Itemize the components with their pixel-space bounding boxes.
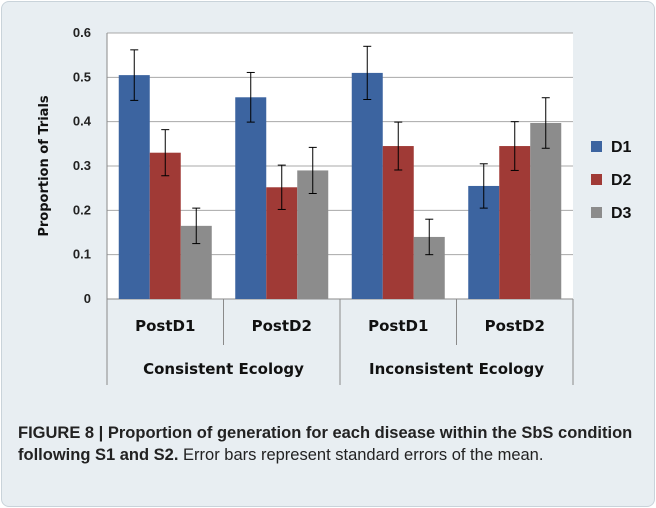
bar [499,146,531,299]
y-tick-label: 0 [84,291,91,306]
y-axis-ticks: 0 0.1 0.2 0.3 0.4 0.5 0.6 [73,25,92,306]
bar [351,72,383,300]
y-tick-label: 0.4 [73,114,92,129]
legend-swatch [591,207,602,218]
legend-swatch [591,174,602,185]
bar [530,122,562,299]
caption-text: Error bars represent standard errors of … [178,446,544,464]
y-axis-title: Proportion of Trials [37,95,52,237]
bar [382,146,414,299]
legend-label: D1 [611,139,632,156]
error-bars [130,45,550,256]
caption-title: FIGURE 8 | Proportion of generation for … [18,424,633,464]
y-tick-label: 0.2 [73,202,91,217]
legend-label: D3 [611,205,632,222]
y-tick-label: 0.1 [73,247,91,262]
bar-chart: 00.10.20.30.40.50.6 PostD1 PostD2 PostD1 Po… [37,25,632,385]
x-category-label: PostD2 [252,317,312,335]
bar [118,75,150,299]
y-tick-label: 0.6 [73,25,91,40]
bar [149,152,181,299]
y-tick-label: 0.5 [73,69,91,84]
x-group-label: Inconsistent Ecology [369,360,544,378]
y-tick-label: 0.3 [73,158,91,173]
figure-caption: FIGURE 8 | Proportion of generation for … [18,422,638,466]
bars [118,72,562,300]
bar [235,97,267,300]
legend: D1 D2 D3 [591,139,632,222]
x-group-label: Consistent Ecology [143,360,304,378]
x-category-label: PostD1 [368,317,428,335]
x-axis: PostD1 PostD2 PostD1 PostD2 Consistent Ecolo… [106,299,574,385]
x-category-label: PostD2 [485,317,545,335]
legend-label: D2 [611,172,632,189]
x-category-label: PostD1 [135,317,195,335]
legend-swatch [591,141,602,152]
